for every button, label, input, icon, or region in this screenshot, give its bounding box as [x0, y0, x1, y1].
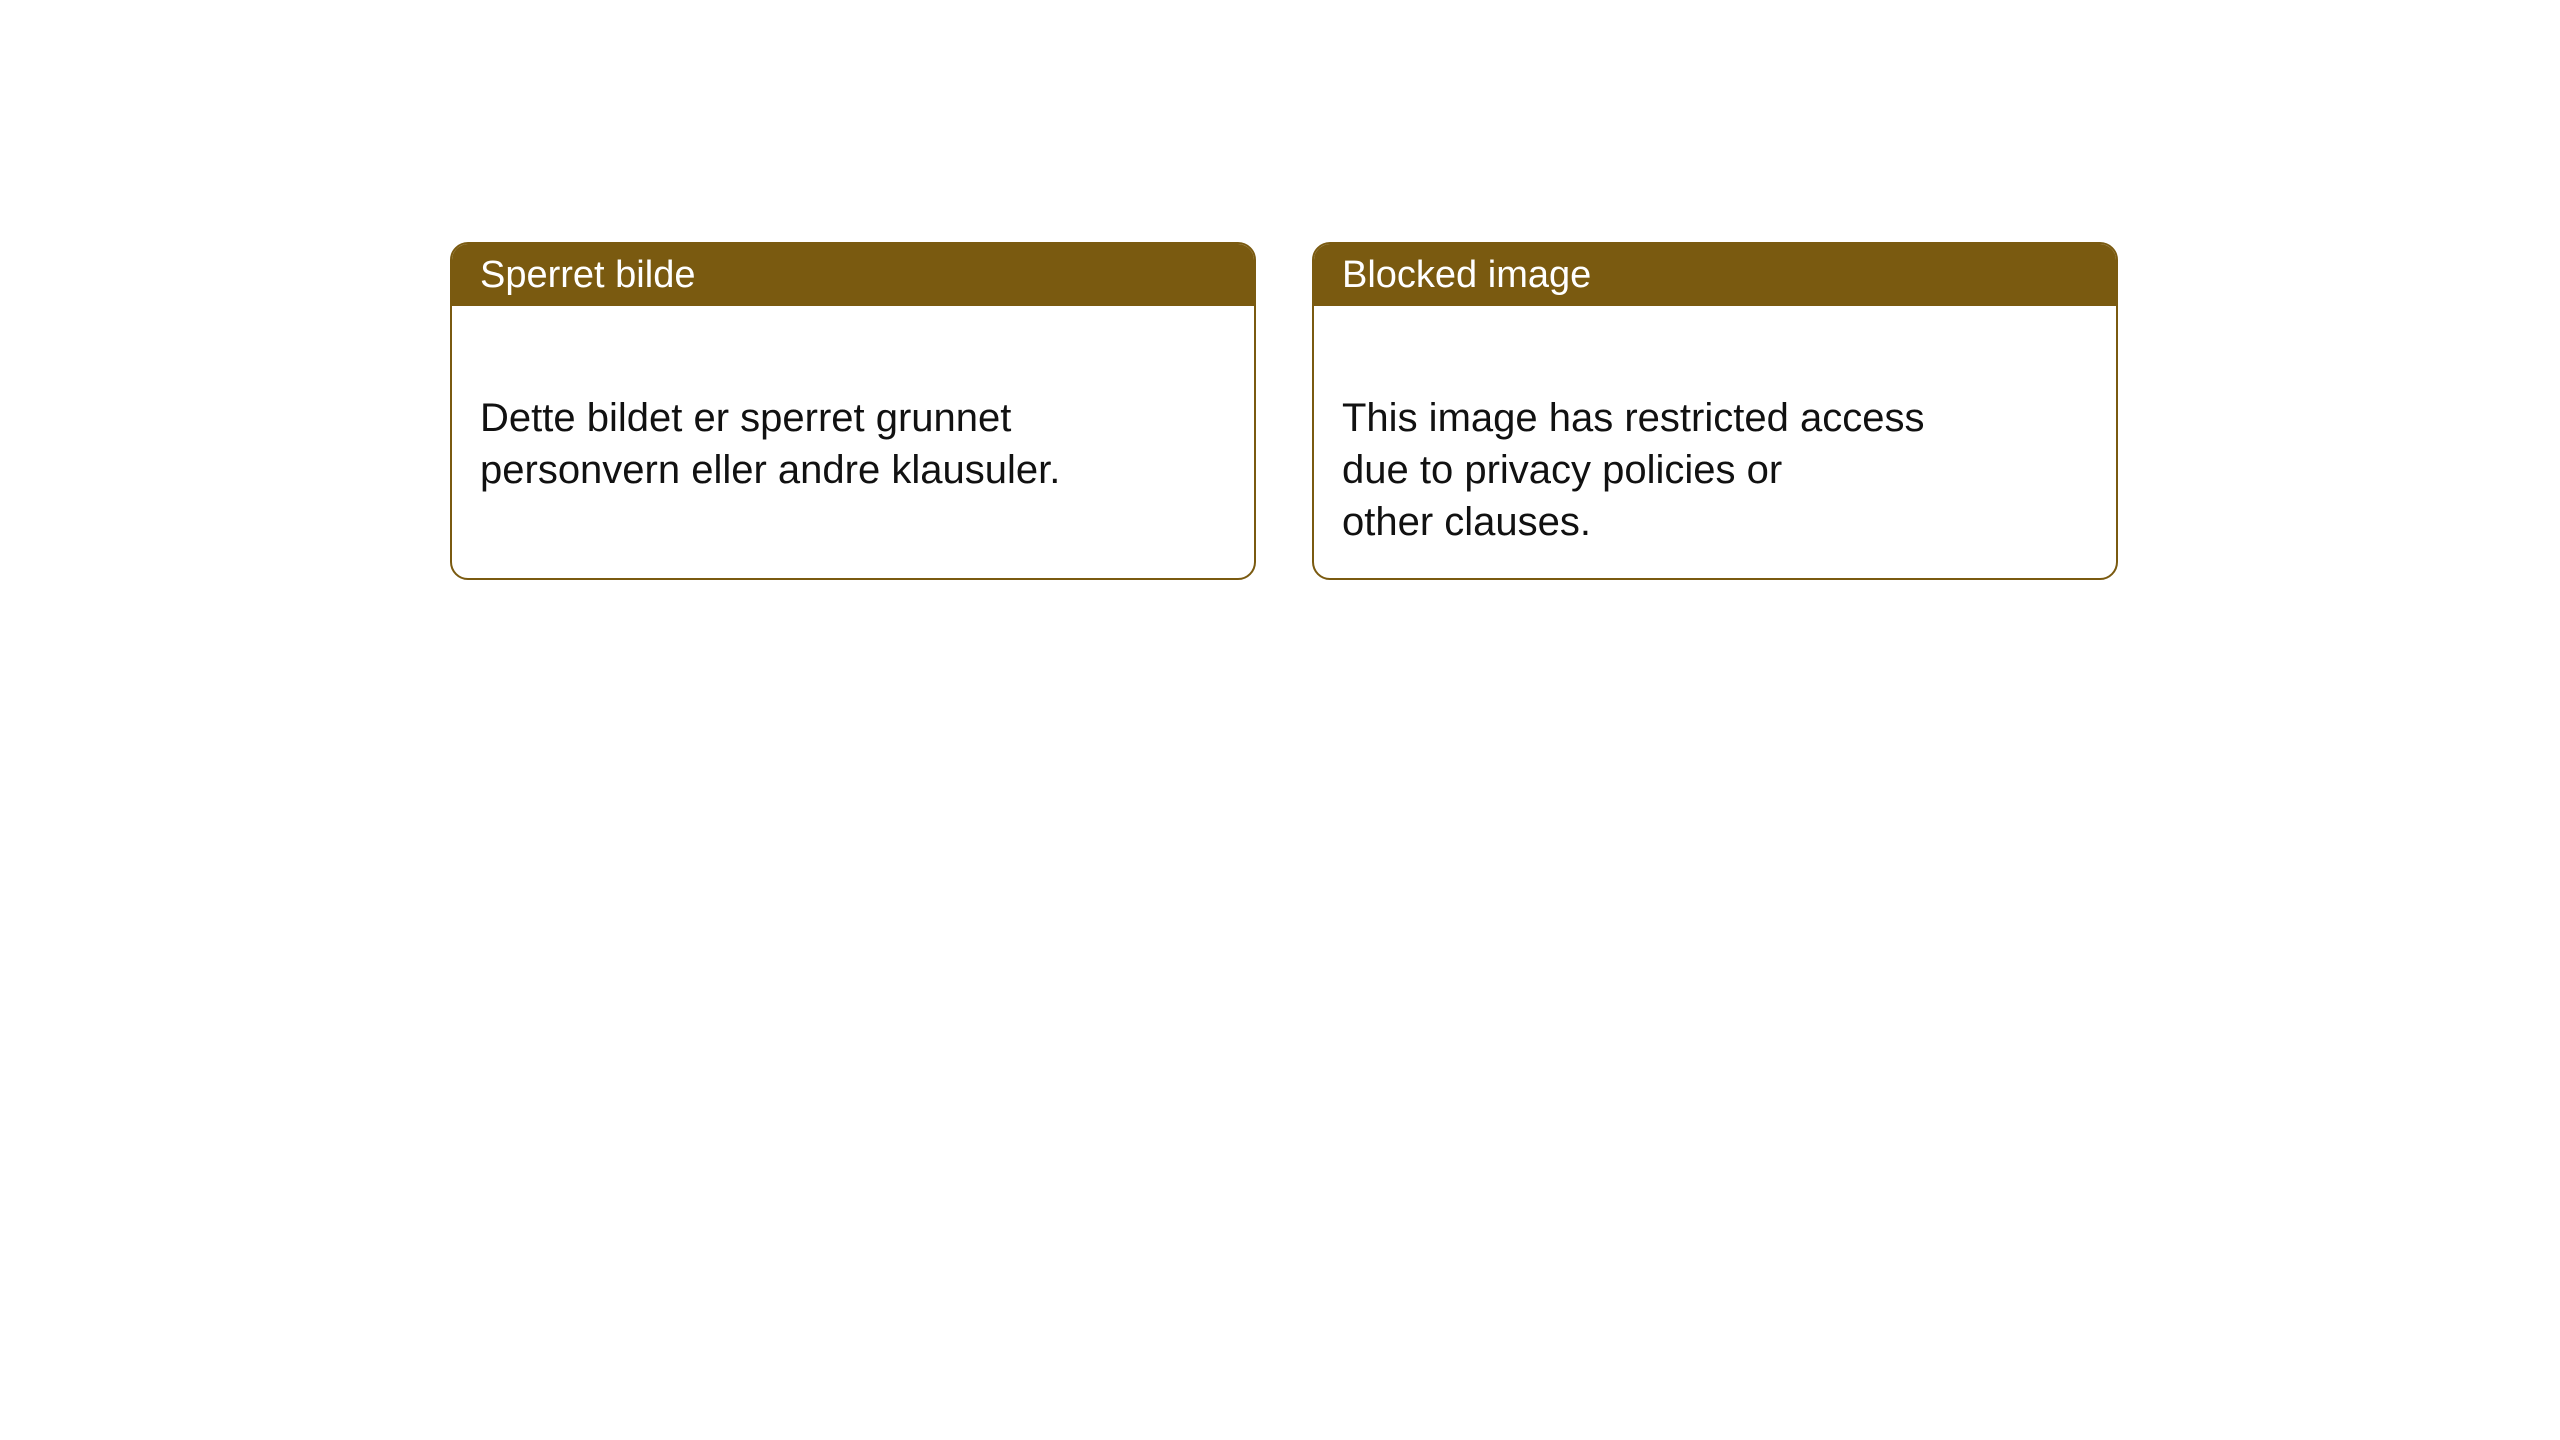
notice-card-norwegian: Sperret bilde Dette bildet er sperret gr…: [450, 242, 1256, 580]
card-title: Sperret bilde: [480, 254, 695, 297]
card-header: Blocked image: [1314, 244, 2116, 306]
notice-card-english: Blocked image This image has restricted …: [1312, 242, 2118, 580]
card-title: Blocked image: [1342, 254, 1591, 297]
notice-cards-container: Sperret bilde Dette bildet er sperret gr…: [450, 242, 2118, 580]
card-body: This image has restricted access due to …: [1314, 306, 2116, 580]
card-header: Sperret bilde: [452, 244, 1254, 306]
card-message: Dette bildet er sperret grunnet personve…: [480, 396, 1060, 492]
card-body: Dette bildet er sperret grunnet personve…: [452, 306, 1254, 530]
card-message: This image has restricted access due to …: [1342, 396, 1924, 544]
